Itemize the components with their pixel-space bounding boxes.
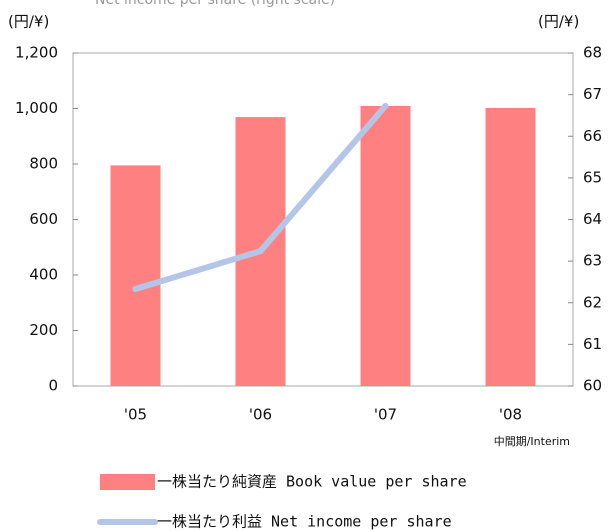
x-tick-label: '06 xyxy=(249,406,272,424)
line xyxy=(132,102,389,293)
legend-label: 一株当たり純資産 Book value per share xyxy=(157,473,467,491)
y2-tick-label: 65 xyxy=(583,168,602,186)
x-tick-label: '07 xyxy=(374,406,397,424)
y2-tick-label: 61 xyxy=(583,335,602,353)
bar xyxy=(360,106,411,386)
y-tick-label: 800 xyxy=(29,155,58,173)
y2-tick-label: 66 xyxy=(583,127,602,145)
y2-tick-label: 67 xyxy=(583,85,602,103)
y-tick-label: 200 xyxy=(29,321,58,339)
legend-swatch xyxy=(100,474,155,490)
y2-tick-label: 64 xyxy=(583,210,602,228)
y-tick-label: 1,000 xyxy=(15,99,58,117)
subtitle: Net income per share (right scale) xyxy=(95,0,335,8)
y-unit: (円/¥) xyxy=(8,13,49,31)
y2-tick-label: 63 xyxy=(583,252,602,270)
x-tick-label: '08 xyxy=(499,406,522,424)
x-tick-label: '05 xyxy=(124,406,147,424)
legend-label: 一株当たり利益 Net income per share xyxy=(157,513,452,531)
y2-tick-label: 68 xyxy=(583,44,602,62)
bar xyxy=(110,165,161,386)
note: 中間期/Interim xyxy=(494,435,570,448)
y-tick-label: 0 xyxy=(48,377,58,395)
y-tick-label: 1,200 xyxy=(15,44,58,62)
y2-unit: (円/¥) xyxy=(538,13,579,31)
y-tick-label: 400 xyxy=(29,266,58,284)
y2-tick-label: 62 xyxy=(583,293,602,311)
y2-tick-label: 60 xyxy=(583,377,602,395)
y-tick-label: 600 xyxy=(29,210,58,228)
bar xyxy=(485,107,536,386)
